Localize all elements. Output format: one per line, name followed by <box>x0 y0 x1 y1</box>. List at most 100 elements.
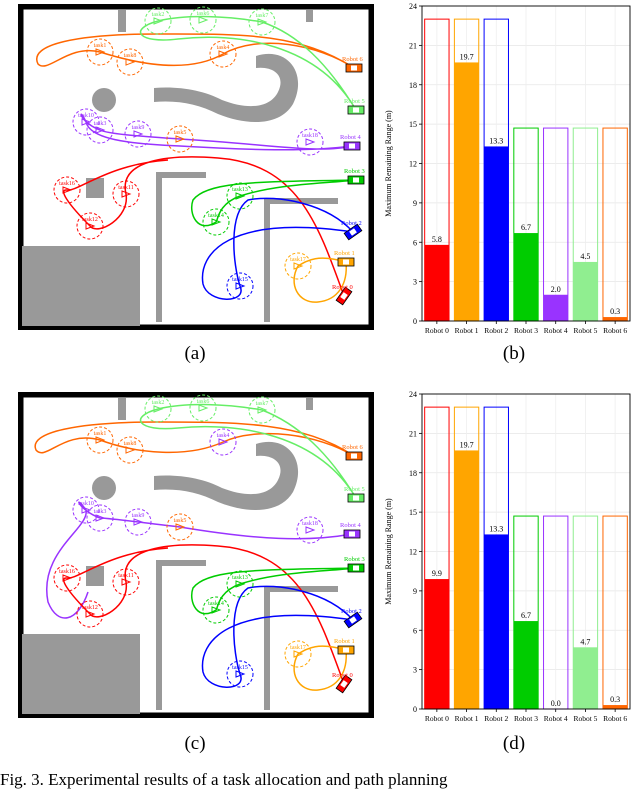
robot-marker-5: Robot 5 <box>344 98 365 115</box>
obstacle <box>306 10 313 22</box>
y-tick-label: 3 <box>413 278 417 287</box>
obstacle <box>264 586 270 710</box>
task-region <box>226 570 254 598</box>
task-marker-5: task5 <box>166 513 194 541</box>
task-region <box>284 640 312 668</box>
task-arrow-icon <box>125 58 136 66</box>
robot-path-2 <box>80 113 353 151</box>
task-label: task1 <box>94 43 107 49</box>
robot-label: Robot 3 <box>344 168 365 175</box>
robot-window <box>351 453 357 459</box>
robot-path-1 <box>139 403 357 499</box>
robot-window <box>343 647 349 653</box>
x-tick-label-d-2: Robot 2 <box>484 714 508 723</box>
y-axis-label: Maximum Remaining Range (m) <box>384 498 393 605</box>
task-arrow-icon <box>175 135 186 143</box>
task-label: task14 <box>208 213 224 219</box>
task-region <box>189 394 217 422</box>
robot-window <box>353 565 359 571</box>
task-arrow-icon <box>235 580 246 588</box>
task-arrow-icon <box>95 48 106 56</box>
task-arrow-icon <box>257 406 268 414</box>
task-label: task18 <box>302 521 318 527</box>
x-tick-label-b-5: Robot 5 <box>573 326 597 335</box>
robot-window <box>349 143 355 149</box>
task-marker-4: task4 <box>209 428 237 456</box>
task-marker-9: task9 <box>124 120 152 148</box>
task-label: task6 <box>197 11 210 17</box>
robot-marker-0: Robot 0 <box>332 672 353 694</box>
task-marker-14: task14 <box>202 208 230 236</box>
task-region <box>209 428 237 456</box>
caption-b: (b) <box>502 343 526 364</box>
task-label: task1 <box>94 431 107 437</box>
value-label-b-4: 2.0 <box>551 285 561 294</box>
task-region <box>86 426 114 454</box>
task-label: task3 <box>94 121 107 127</box>
y-tick-label: 9 <box>413 587 417 596</box>
task-marker-16: task16 <box>53 176 81 204</box>
obstacle <box>86 178 104 198</box>
task-arrow-icon <box>133 130 144 138</box>
bar-chart-b: 0 3 6 9 12 15 18 21 24 Maximum Remaining Range (m… <box>384 2 631 335</box>
task-region <box>166 513 194 541</box>
x-tick-label-d-3: Robot 3 <box>514 714 538 723</box>
robot-marker-6: Robot 6 <box>342 444 364 461</box>
task-region <box>144 7 172 35</box>
caption-d: (d) <box>502 733 526 754</box>
value-label-d-1: 19.7 <box>460 440 474 449</box>
task-arrow-icon <box>81 118 92 126</box>
task-label: task16 <box>59 181 75 187</box>
task-marker-11: task11 <box>112 568 140 596</box>
value-label-b-6: 0.3 <box>610 307 620 316</box>
task-marker-10: task10 <box>72 108 100 136</box>
task-marker-12: task12 <box>76 212 104 240</box>
task-marker-18: task18 <box>296 128 324 156</box>
robot-label: Robot 4 <box>340 522 362 529</box>
y-tick-label: 21 <box>409 429 417 438</box>
task-arrow-icon <box>85 610 96 618</box>
value-label-d-3: 6.7 <box>521 611 531 620</box>
robot-label: Robot 1 <box>334 250 355 257</box>
obstacle-curved-wall <box>154 441 299 511</box>
task-region <box>284 252 312 280</box>
task-region <box>248 396 276 424</box>
robot-marker-0: Robot 0 <box>332 284 353 306</box>
task-marker-1: task1 <box>86 38 114 66</box>
robot-marker-1: Robot 1 <box>334 638 355 655</box>
task-marker-12: task12 <box>76 600 104 628</box>
y-tick-label: 12 <box>409 548 417 557</box>
x-tick-label-d-6: Robot 6 <box>603 714 627 723</box>
y-tick-label: 18 <box>409 81 417 90</box>
robot-marker-6: Robot 6 <box>342 56 364 73</box>
robot-label: Robot 0 <box>332 672 353 679</box>
robot-marker-1: Robot 1 <box>334 250 355 267</box>
y-tick-label: 6 <box>413 238 417 247</box>
task-label: task4 <box>217 45 230 51</box>
task-marker-10: task10 <box>72 496 100 524</box>
robot-label: Robot 5 <box>344 486 365 493</box>
task-label: task2 <box>152 12 165 18</box>
task-marker-9: task9 <box>124 508 152 536</box>
task-region <box>166 125 194 153</box>
task-arrow-icon <box>211 218 222 226</box>
task-arrow-icon <box>121 190 132 198</box>
robot-marker-4: Robot 4 <box>340 134 362 151</box>
task-label: task13 <box>232 575 248 581</box>
robot-marker-3: Robot 3 <box>344 168 365 185</box>
task-label: task9 <box>132 125 145 131</box>
bar-chart-d: 0 3 6 9 12 15 18 21 24 Maximum Remaining Range (m… <box>384 390 631 723</box>
task-region <box>189 6 217 34</box>
task-label: task8 <box>124 53 137 59</box>
value-bar-d-0 <box>424 579 450 709</box>
robot-label: Robot 1 <box>334 638 355 645</box>
robot-window <box>349 228 357 236</box>
x-tick-label-b-3: Robot 3 <box>514 326 538 335</box>
task-region <box>86 38 114 66</box>
obstacle <box>306 398 313 410</box>
robot-path-0 <box>36 33 355 69</box>
map-panel-c: task1 task2 task3 task4 task5 task6 task7 task8… <box>18 392 374 718</box>
task-label: task4 <box>217 433 230 439</box>
task-label: task9 <box>132 513 145 519</box>
task-label: task12 <box>82 605 98 611</box>
